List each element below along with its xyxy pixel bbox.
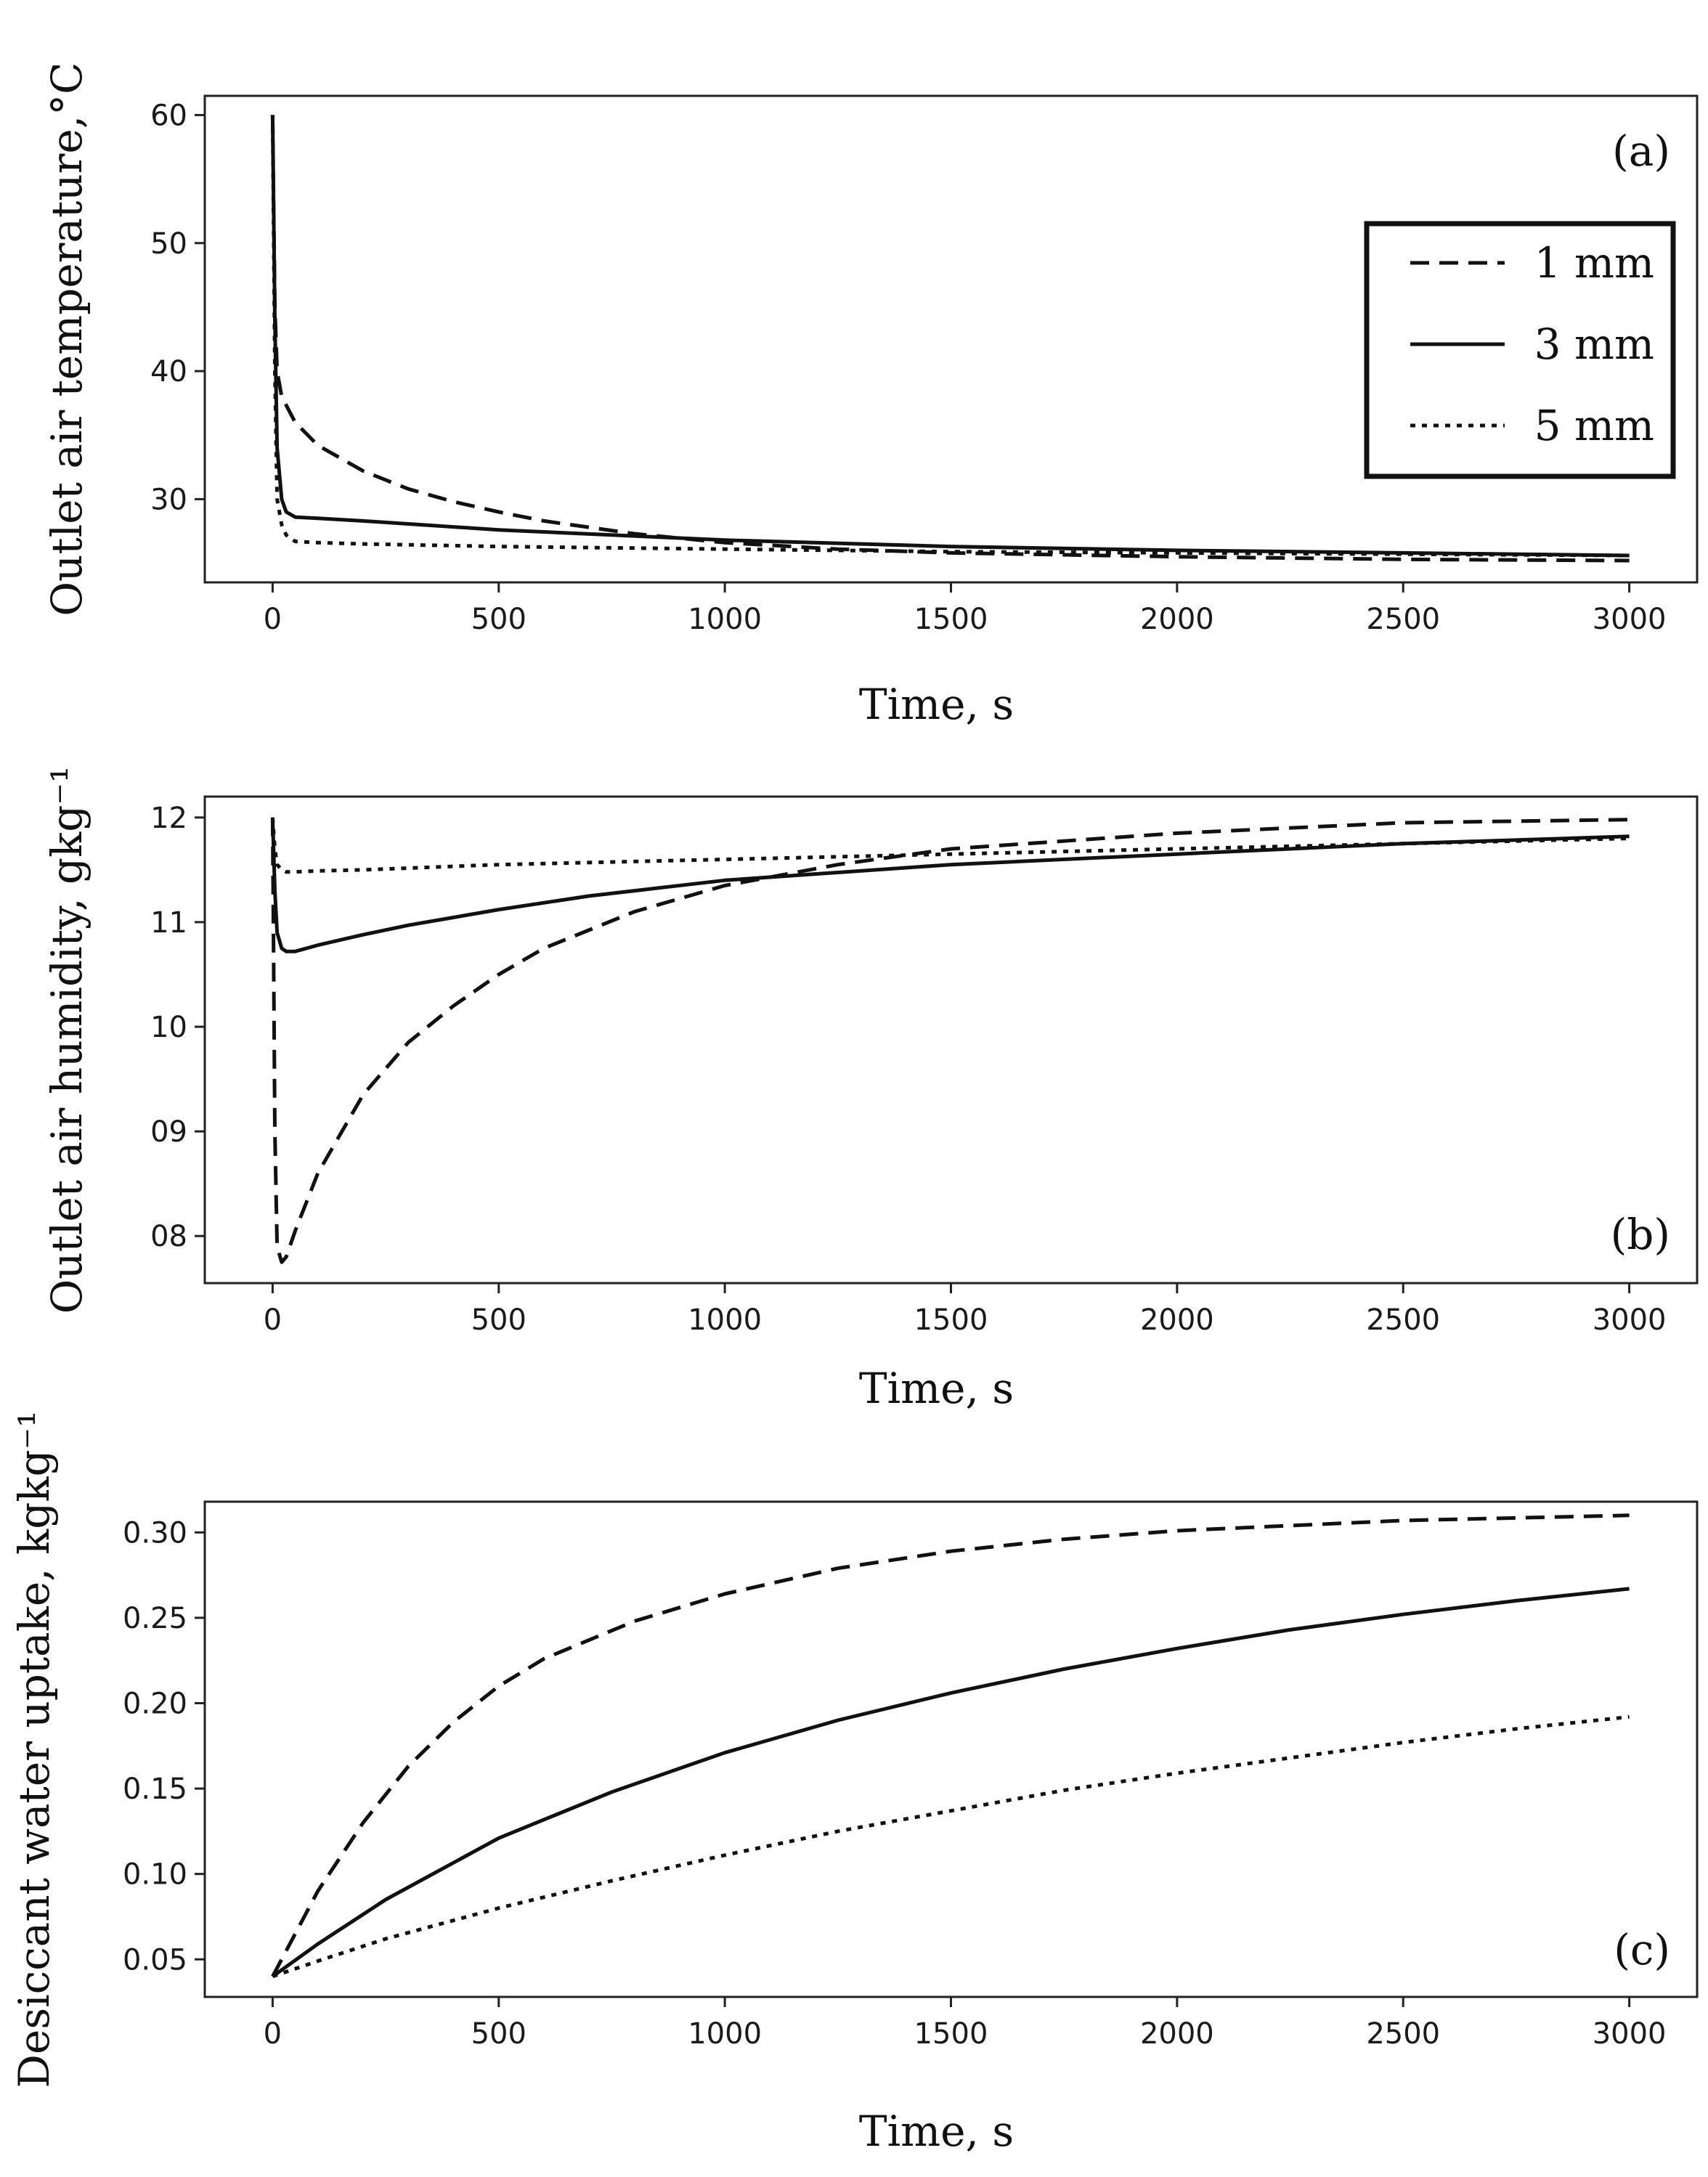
series-line-5mm bbox=[270, 115, 1630, 558]
y-tick-label: 0.10 bbox=[123, 1858, 187, 1892]
y-tick-label: 0.25 bbox=[123, 1602, 187, 1635]
x-tick-label: 1500 bbox=[914, 1303, 988, 1337]
y-tick-label: 40 bbox=[150, 355, 187, 388]
series-line-1mm bbox=[270, 115, 1630, 563]
x-tick-label: 1000 bbox=[688, 2017, 762, 2051]
series-line-3mm bbox=[270, 817, 1630, 953]
y-tick-label: 0.15 bbox=[123, 1773, 187, 1806]
y-axis-label: Outlet air temperature,°C bbox=[42, 62, 92, 616]
x-tick-label: 2000 bbox=[1140, 1303, 1214, 1337]
y-tick-label: 10 bbox=[150, 1011, 187, 1044]
y-tick-label: 0.05 bbox=[123, 1943, 187, 1977]
chart-panel-b: 0 500 1000 1500 2000 2500 3000 08 09 10 11 12 Time, … bbox=[42, 766, 1699, 1413]
panel-label: (b) bbox=[1611, 1210, 1670, 1259]
x-tick-label: 1000 bbox=[688, 603, 762, 636]
y-tick-label: 09 bbox=[150, 1115, 187, 1149]
x-tick-label: 500 bbox=[471, 603, 526, 636]
panel-label: (c) bbox=[1614, 1925, 1670, 1974]
x-tick-label: 0 bbox=[264, 603, 282, 636]
x-tick-label: 2000 bbox=[1140, 2017, 1214, 2051]
x-tick-label: 3000 bbox=[1593, 603, 1667, 636]
x-tick-label: 0 bbox=[264, 2017, 282, 2051]
x-tick-label: 3000 bbox=[1593, 1303, 1667, 1337]
x-tick-label: 2500 bbox=[1366, 603, 1440, 636]
legend: 1 mm 3 mm 5 mm bbox=[1364, 221, 1676, 479]
x-axis-label: Time, s bbox=[859, 2107, 1014, 2156]
series-line-5mm bbox=[272, 1714, 1630, 1979]
x-axis-label: Time, s bbox=[859, 680, 1014, 729]
x-axis-label: Time, s bbox=[859, 1364, 1014, 1413]
x-tick-label: 500 bbox=[471, 2017, 526, 2051]
x-tick-label: 2000 bbox=[1140, 603, 1214, 636]
y-axis-label: Outlet air humidity, gkg⁻¹ bbox=[42, 766, 92, 1314]
series-line-1mm bbox=[271, 1513, 1630, 1977]
series-line-1mm bbox=[270, 817, 1630, 1264]
legend-label: 3 mm bbox=[1534, 320, 1654, 369]
panel-label: (a) bbox=[1612, 126, 1670, 176]
plot-frame bbox=[203, 795, 1699, 1285]
series-line-3mm bbox=[271, 1587, 1630, 1978]
x-tick-label: 500 bbox=[471, 1303, 526, 1337]
x-tick-label: 3000 bbox=[1593, 2017, 1667, 2051]
legend-box bbox=[1364, 221, 1676, 479]
plot-frame bbox=[203, 1500, 1699, 1998]
y-tick-label: 0.20 bbox=[123, 1688, 187, 1721]
x-tick-label: 1500 bbox=[914, 603, 988, 636]
y-tick-label: 0.30 bbox=[123, 1516, 187, 1550]
y-tick-label: 50 bbox=[150, 227, 187, 261]
chart-panel-a: 0 500 1000 1500 2000 2500 3000 30 40 50 60 Time, s O… bbox=[42, 62, 1699, 729]
legend-label: 5 mm bbox=[1534, 401, 1654, 450]
y-tick-label: 12 bbox=[150, 802, 187, 835]
x-tick-label: 2500 bbox=[1366, 1303, 1440, 1337]
x-tick-label: 1000 bbox=[688, 1303, 762, 1337]
series-line-5mm bbox=[270, 817, 1630, 874]
y-tick-label: 60 bbox=[150, 99, 187, 132]
x-tick-label: 2500 bbox=[1366, 2017, 1440, 2051]
y-tick-label: 11 bbox=[150, 906, 187, 940]
x-tick-label: 1500 bbox=[914, 2017, 988, 2051]
y-tick-label: 30 bbox=[150, 483, 187, 516]
y-tick-label: 08 bbox=[150, 1220, 187, 1253]
x-tick-label: 0 bbox=[264, 1303, 282, 1337]
chart-panel-c: 0 500 1000 1500 2000 2500 3000 0.05 0.10 0.15 0.20… bbox=[9, 1411, 1699, 2156]
y-axis-label: Desiccant water uptake, kgkg⁻¹ bbox=[9, 1411, 59, 2088]
legend-label: 1 mm bbox=[1534, 238, 1654, 288]
